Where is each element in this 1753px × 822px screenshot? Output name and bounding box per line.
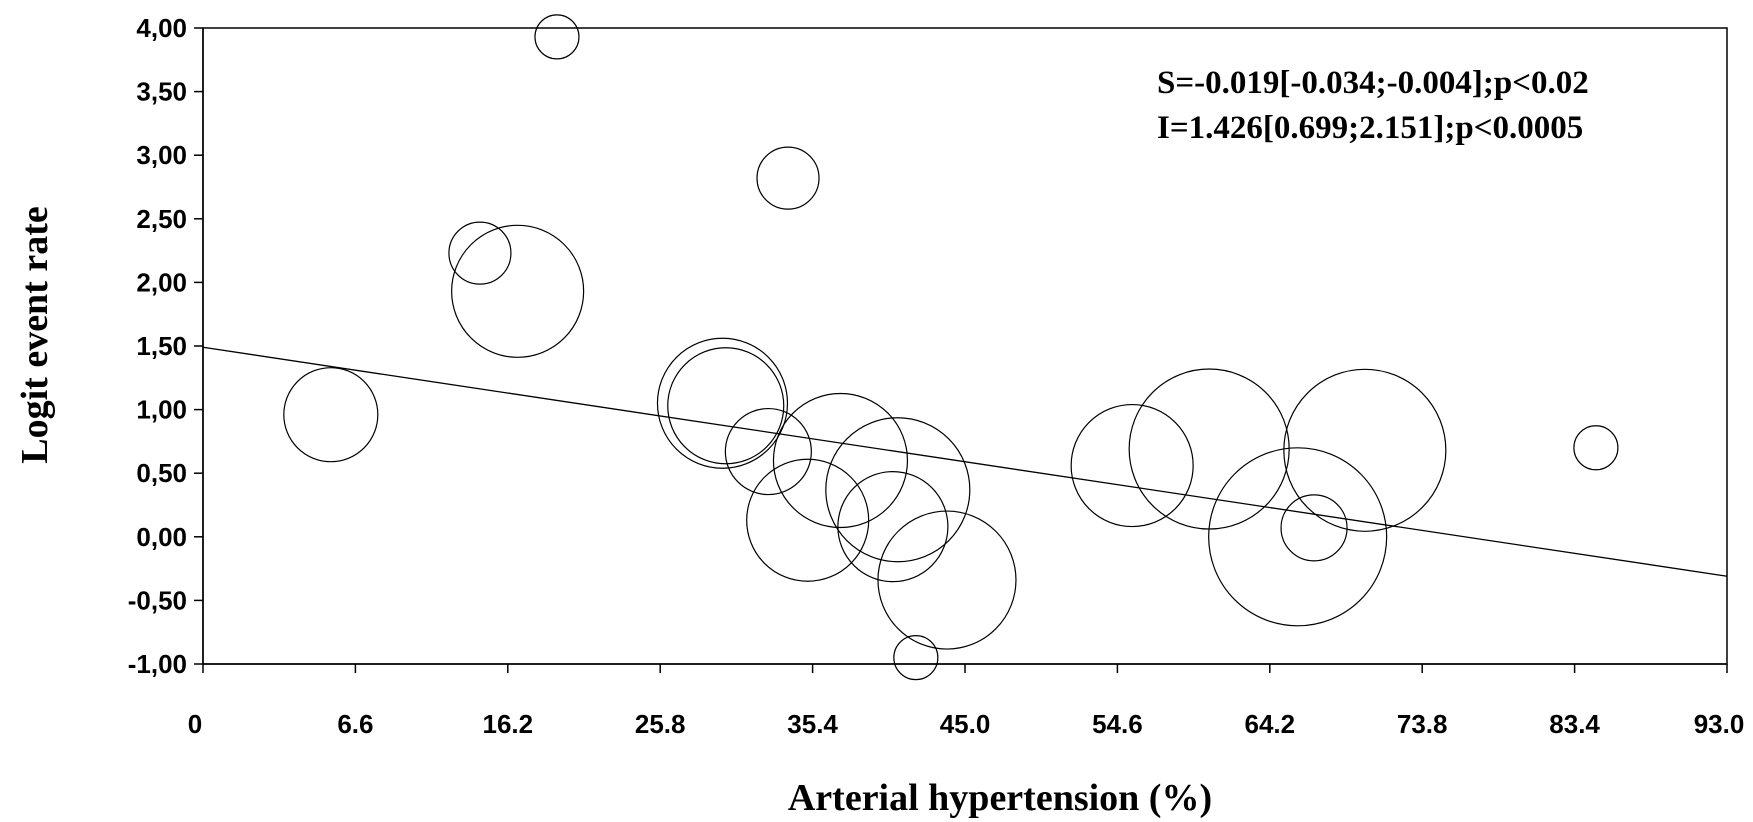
y-tick-label: 1,00 — [136, 395, 187, 425]
bubble — [534, 14, 580, 60]
slope-annotation: S=-0.019[-0.034;-0.004];p<0.02 — [1157, 65, 1589, 101]
bubble — [893, 635, 939, 681]
x-tick-label: 45.0 — [940, 709, 991, 739]
bubble — [1128, 368, 1290, 530]
bubble — [1573, 425, 1619, 471]
bubble — [667, 347, 785, 465]
y-tick-label: 3,00 — [136, 140, 187, 170]
bubble — [448, 221, 512, 285]
x-tick-label: 16.2 — [482, 709, 533, 739]
bubble — [1070, 403, 1194, 528]
x-axis-title: Arterial hypertension (%) — [788, 777, 1212, 819]
bubble — [1208, 447, 1388, 627]
y-tick-label: 2,50 — [136, 204, 187, 234]
intercept-annotation: I=1.426[0.699;2.151];p<0.0005 — [1157, 110, 1583, 146]
bubble — [283, 367, 379, 463]
y-tick-label: -0,50 — [128, 585, 187, 615]
x-tick-label: 64.2 — [1244, 709, 1295, 739]
bubbles — [283, 14, 1619, 681]
bubble — [825, 417, 971, 563]
y-tick-label: 1,50 — [136, 331, 187, 361]
x-tick-label: 0 — [188, 709, 202, 739]
axes: 4,00 3,50 3,00 2,50 2,00 1,50 1,00 0,50 0,00 -0,5… — [128, 13, 1745, 739]
x-tick-label: 93.0 — [1694, 709, 1745, 739]
y-axis-title: Logit event rate — [14, 206, 56, 463]
bubble — [1280, 494, 1348, 562]
x-ticks: 0 6.6 16.2 25.8 35.4 45.0 54.6 64.2 73.8 83.4 93.0 — [188, 664, 1745, 739]
y-tick-label: 4,00 — [136, 13, 187, 43]
bubble — [756, 146, 820, 210]
y-tick-label: 3,50 — [136, 77, 187, 107]
y-tick-label: 0,50 — [136, 458, 187, 488]
x-tick-label: 54.6 — [1092, 709, 1143, 739]
bubble — [451, 224, 585, 358]
x-tick-label: 6.6 — [337, 709, 373, 739]
regression-line — [202, 346, 1728, 577]
y-tick-label: -1,00 — [128, 649, 187, 679]
x-tick-label: 35.4 — [787, 709, 838, 739]
bubble — [772, 392, 909, 529]
x-tick-label: 83.4 — [1549, 709, 1600, 739]
bubble — [877, 510, 1017, 650]
x-tick-label: 73.8 — [1397, 709, 1448, 739]
x-tick-label: 25.8 — [635, 709, 686, 739]
bubble — [1283, 368, 1447, 532]
bubble — [724, 407, 812, 496]
y-tick-label: 2,00 — [136, 267, 187, 297]
y-ticks: 4,00 3,50 3,00 2,50 2,00 1,50 1,00 0,50 0,00 -0,5… — [128, 13, 203, 679]
bubble — [746, 458, 870, 582]
bubble — [656, 337, 789, 469]
y-tick-label: 0,00 — [136, 522, 187, 552]
bubble — [837, 471, 949, 583]
